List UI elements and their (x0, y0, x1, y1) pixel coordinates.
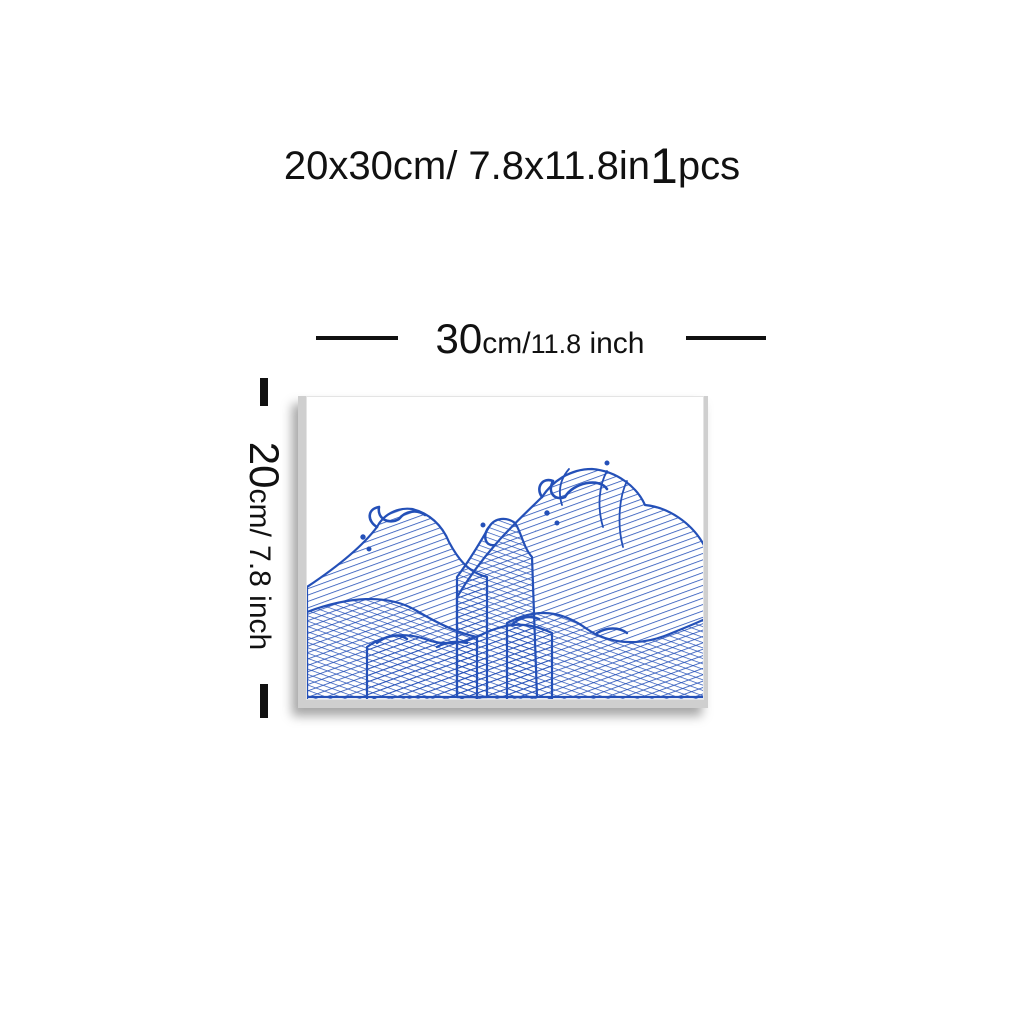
height-value: 20 (241, 441, 288, 489)
width-dimension: 30cm/11.8 inch (312, 315, 768, 363)
canvas-print (298, 396, 708, 708)
width-inch-value: 11.8 (530, 329, 582, 359)
quantity-unit: pcs (677, 144, 741, 188)
width-inch-unit: inch (581, 327, 645, 360)
height-tick-top (260, 378, 268, 406)
width-line-left (316, 336, 398, 340)
canvas-artwork (306, 396, 704, 700)
product-size-heading: 20x30cm/ 7.8x11.8in1pcs (0, 138, 1024, 194)
height-label: 20cm/ 7.8 inch (240, 406, 288, 686)
width-value: 30 (435, 315, 483, 362)
wave-front-right (505, 611, 703, 699)
width-unit: cm/ (482, 327, 531, 360)
quantity-number: 1 (650, 138, 678, 194)
wave-illustration (307, 460, 703, 699)
height-dimension: 20cm/ 7.8 inch (240, 372, 288, 718)
height-tick-bottom (260, 684, 268, 718)
width-label: 30cm/11.8 inch (408, 315, 672, 373)
width-line-right (686, 336, 766, 340)
height-unit: cm/ 7.8 inch (243, 488, 276, 651)
size-text: 20x30cm/ 7.8x11.8in (283, 144, 651, 188)
